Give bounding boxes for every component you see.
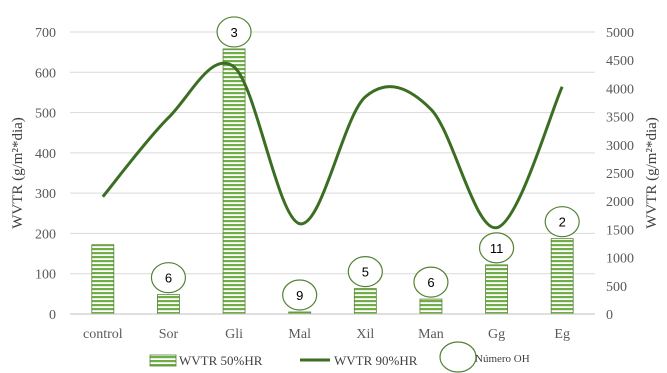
oh-circle [478, 232, 515, 264]
oh-value: 6 [427, 275, 434, 290]
legend-bar-label: WVTR 50%HR [179, 353, 263, 368]
bar [222, 48, 246, 315]
y-tick-label: 200 [35, 227, 56, 242]
oh-value: 6 [165, 271, 172, 286]
x-tick-label: Gg [488, 327, 505, 342]
oh-marker: 2 [544, 206, 580, 238]
x-tick-label: Sor [159, 327, 179, 342]
y2-tick-label: 3000 [606, 139, 634, 154]
y2-tick-label: 4000 [606, 82, 634, 97]
legend-oh-swatch [439, 341, 477, 373]
line-path [101, 61, 564, 230]
bar [419, 298, 443, 315]
legend-oh-label: Número OH [475, 353, 530, 365]
y2-tick-label: 4500 [606, 54, 634, 69]
axes: 0100200300400500600700050010001500200025… [35, 26, 634, 342]
oh-value: 9 [296, 288, 303, 303]
bar [157, 294, 180, 315]
legend-bar-swatch [149, 354, 177, 367]
oh-marker: 6 [413, 266, 449, 298]
oh-marker: 3 [216, 16, 252, 48]
oh-value: 5 [362, 265, 369, 280]
y2-tick-label: 5000 [606, 26, 634, 41]
oh-marker: 5 [347, 256, 383, 288]
y-tick-label: 700 [35, 26, 56, 41]
y2-tick-label: 1000 [606, 252, 634, 267]
x-tick-label: Eg [554, 327, 570, 342]
legend-item-oh: Número OH [439, 341, 530, 373]
y-tick-label: 100 [35, 268, 56, 283]
y2-tick-label: 2000 [606, 195, 634, 210]
y2-tick-label: 1500 [606, 223, 634, 238]
oh-circle [413, 266, 449, 298]
y2-tick-label: 0 [606, 308, 613, 323]
y-tick-label: 600 [35, 66, 56, 81]
y2-tick-label: 500 [606, 280, 627, 295]
x-tick-label: Xil [356, 327, 374, 342]
y-axis-title: WVTR (g/m²*dia) [10, 117, 26, 229]
oh-circle [216, 16, 252, 48]
bar [485, 264, 508, 315]
oh-value: 3 [230, 25, 237, 40]
x-tick-label: Man [418, 327, 444, 342]
bar [353, 288, 377, 315]
y-tick-label: 0 [49, 308, 56, 323]
oh-marker: 6 [150, 262, 187, 294]
bar-series [91, 48, 574, 315]
oh-annotations: 6 3 9 5 6 11 2 [150, 16, 580, 311]
oh-marker: 11 [478, 232, 515, 264]
y-tick-label: 400 [35, 147, 56, 162]
x-tick-label: Mal [288, 327, 311, 342]
legend: WVTR 50%HR WVTR 90%HR Número OH [149, 341, 530, 373]
y2-tick-label: 3500 [606, 111, 634, 126]
oh-circle [282, 279, 318, 311]
legend-item-line: WVTR 90%HR [300, 353, 418, 368]
x-tick-label: Gli [225, 327, 243, 342]
oh-value: 11 [490, 241, 504, 256]
x-tick-label: control [83, 327, 123, 342]
legend-item-bar: WVTR 50%HR [149, 353, 263, 368]
legend-line-label: WVTR 90%HR [334, 353, 418, 368]
bar [550, 238, 574, 315]
line-series [101, 61, 564, 230]
y-tick-label: 500 [35, 107, 56, 122]
y2-axis-title: WVTR (g/m²*dia) [644, 117, 660, 229]
oh-circle [347, 256, 383, 288]
oh-marker: 9 [282, 279, 318, 311]
oh-circle [150, 262, 187, 294]
oh-value: 2 [559, 215, 566, 230]
bar [91, 244, 115, 315]
y-tick-label: 300 [35, 187, 56, 202]
y2-tick-label: 2500 [606, 167, 634, 182]
oh-circle [544, 206, 580, 238]
